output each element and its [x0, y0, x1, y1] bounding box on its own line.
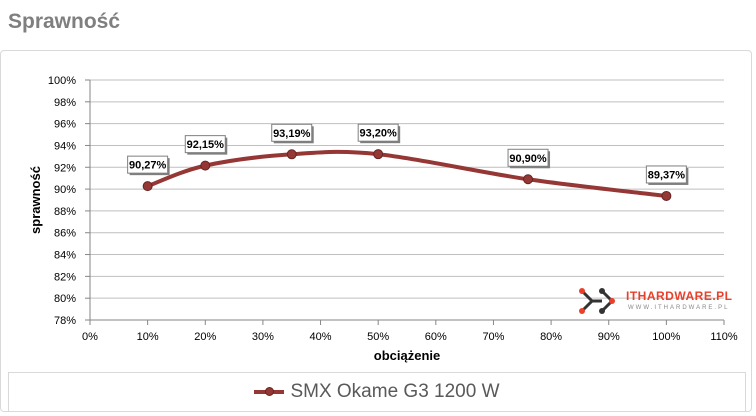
x-tick-label: 50%	[367, 331, 389, 343]
legend-label: SMX Okame G3 1200 W	[290, 381, 500, 402]
y-tick-label: 78%	[54, 315, 76, 327]
x-tick-label: 60%	[425, 331, 447, 343]
x-tick-label: 90%	[598, 331, 620, 343]
ithardware-logo: ITHARDWARE.PL WWW.ITHARDWARE.PL	[578, 287, 732, 317]
legend: SMX Okame G3 1200 W	[8, 372, 746, 412]
x-tick-label: 0%	[82, 331, 98, 343]
data-label: 93,20%	[360, 128, 398, 140]
logo-brand: ITHARDWARE.PL	[626, 289, 733, 303]
y-tick-label: 80%	[54, 293, 76, 305]
data-point	[523, 174, 534, 185]
data-label-box	[357, 123, 399, 142]
x-tick-label: 20%	[194, 331, 216, 343]
x-tick-label: 80%	[540, 331, 562, 343]
data-label: 89,37%	[648, 169, 686, 181]
data-label: 90,90%	[509, 153, 547, 165]
data-point	[200, 160, 211, 171]
y-tick-label: 86%	[54, 228, 76, 240]
y-tick-label: 88%	[54, 206, 76, 218]
data-label-box	[127, 155, 169, 174]
data-label: 93,19%	[273, 128, 311, 140]
legend-swatch	[254, 385, 285, 399]
y-tick-label: 96%	[54, 119, 76, 131]
y-tick-label: 92%	[54, 162, 76, 174]
x-tick-label: 100%	[652, 331, 680, 343]
data-label-box	[507, 148, 549, 167]
data-point	[373, 149, 384, 160]
logo-sub: WWW.ITHARDWARE.PL	[628, 305, 730, 311]
y-axis-title: sprawność	[28, 166, 43, 234]
data-point	[286, 149, 297, 160]
data-point	[142, 181, 153, 192]
y-tick-label: 82%	[54, 271, 76, 283]
x-tick-label: 110%	[710, 331, 738, 343]
x-tick-label: 30%	[252, 331, 274, 343]
data-label-box	[271, 123, 313, 142]
data-label-box	[645, 165, 687, 184]
y-tick-label: 100%	[48, 75, 76, 87]
y-tick-label: 94%	[54, 140, 76, 152]
data-label: 90,27%	[129, 160, 167, 172]
y-tick-label: 84%	[54, 250, 76, 262]
y-tick-label: 98%	[54, 97, 76, 109]
x-tick-label: 10%	[137, 331, 159, 343]
data-label-box	[184, 135, 226, 154]
logo-icon	[579, 288, 615, 314]
x-tick-label: 40%	[310, 331, 332, 343]
page-title: Sprawność	[8, 10, 121, 33]
x-axis-title: obciążenie	[374, 348, 440, 363]
efficiency-chart: 78% 80% 82% 84% 86% 88% 90% 92% 94% 96% 98% 100% 0% 1…	[28, 75, 738, 363]
data-label: 92,15%	[187, 139, 225, 151]
y-tick-label: 90%	[54, 184, 76, 196]
x-tick-label: 70%	[482, 331, 504, 343]
data-point	[661, 190, 672, 201]
